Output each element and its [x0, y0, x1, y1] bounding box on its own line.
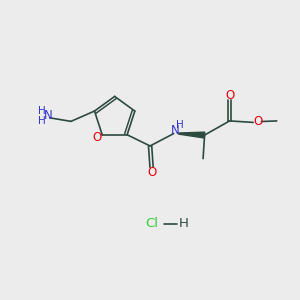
Text: H: H	[179, 217, 189, 230]
Text: H: H	[176, 120, 184, 130]
Text: Cl: Cl	[145, 217, 158, 230]
Text: O: O	[92, 130, 101, 144]
Text: O: O	[225, 88, 234, 101]
Polygon shape	[179, 132, 205, 138]
Text: N: N	[44, 109, 53, 122]
Text: N: N	[170, 124, 179, 137]
Text: O: O	[147, 166, 156, 179]
Text: H: H	[38, 116, 45, 126]
Text: O: O	[253, 115, 262, 128]
Text: H: H	[38, 106, 45, 116]
